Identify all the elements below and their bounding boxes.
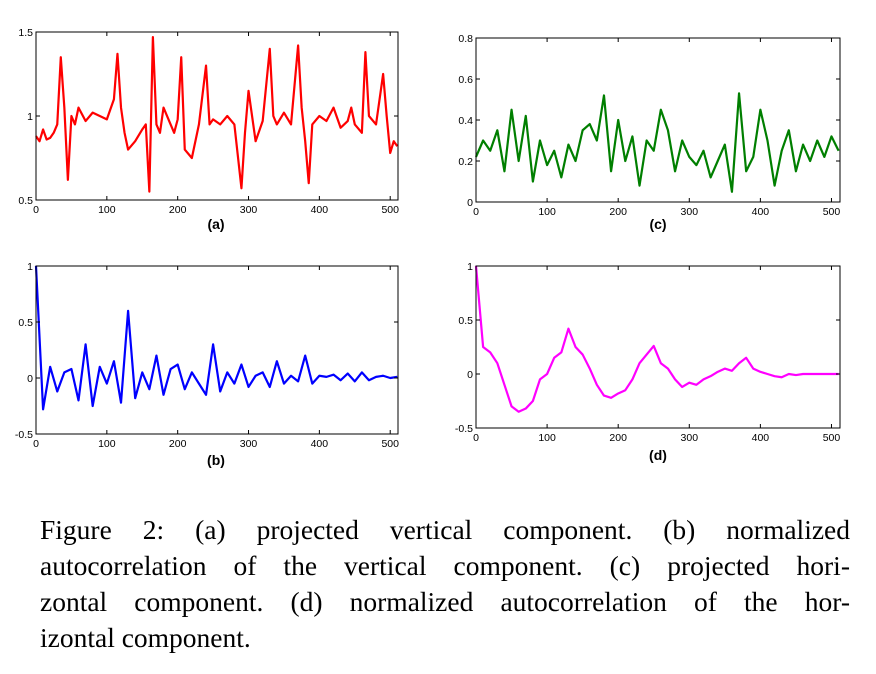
caption-line: Figure 2: (a) projected vertical compone… <box>40 514 850 545</box>
x-tick-label: 0 <box>473 206 479 218</box>
x-tick-label: 300 <box>681 206 699 218</box>
axes-box <box>475 265 841 429</box>
x-tick-label: 100 <box>538 206 556 218</box>
x-tick-label: 400 <box>752 206 770 218</box>
x-tick-label: 200 <box>609 206 627 218</box>
data-line <box>35 35 399 193</box>
data-line <box>474 92 840 193</box>
x-tick-label: 400 <box>752 432 770 444</box>
axes-box <box>35 265 399 435</box>
y-tick-label: 1 <box>27 261 33 273</box>
y-tick-label: -0.5 <box>15 429 33 441</box>
y-tick-label: 0.5 <box>18 317 33 329</box>
y-tick-label: 0.8 <box>458 33 473 45</box>
x-tick-label: 0 <box>473 432 479 444</box>
caption-line: izontal component. <box>40 622 251 653</box>
x-tick-label: 500 <box>381 438 399 450</box>
y-tick-label: 0.2 <box>458 156 473 168</box>
y-tick-label: 0.4 <box>458 115 473 127</box>
y-tick-label: 1.5 <box>18 27 33 39</box>
panel-label: (c) <box>649 216 666 232</box>
panel-label: (d) <box>649 447 667 463</box>
data-line <box>474 265 839 413</box>
panel-label: (b) <box>207 452 225 468</box>
x-tick-label: 300 <box>681 432 699 444</box>
x-tick-label: 500 <box>381 204 399 216</box>
x-tick-label: 500 <box>823 206 841 218</box>
caption-line: autocorrelation of the vertical componen… <box>40 550 850 581</box>
x-tick-label: 400 <box>311 204 329 216</box>
x-tick-label: 200 <box>169 438 187 450</box>
x-tick-label: 100 <box>98 204 116 216</box>
caption: Figure 2: (a) projected vertical compone… <box>40 512 850 656</box>
y-tick-label: 0 <box>27 373 33 385</box>
y-tick-label: 0.6 <box>458 74 473 86</box>
x-tick-label: 0 <box>33 204 39 216</box>
y-tick-label: 1 <box>467 261 473 273</box>
x-tick-label: 100 <box>98 438 116 450</box>
x-tick-label: 400 <box>311 438 329 450</box>
y-tick-label: 0.5 <box>18 195 33 207</box>
caption-line: zontal component. (d) normalized autocor… <box>40 586 850 617</box>
y-tick-label: 1 <box>27 111 33 123</box>
y-tick-label: 0 <box>467 197 473 209</box>
data-line <box>34 265 398 411</box>
y-tick-label: 0.5 <box>458 315 473 327</box>
y-tick-label: -0.5 <box>455 423 473 435</box>
x-tick-label: 500 <box>823 432 841 444</box>
x-tick-label: 100 <box>538 432 556 444</box>
x-tick-label: 200 <box>169 204 187 216</box>
x-tick-label: 300 <box>240 204 258 216</box>
panel-label: (a) <box>207 216 224 232</box>
x-tick-label: 300 <box>240 438 258 450</box>
y-tick-label: 0 <box>467 369 473 381</box>
x-tick-label: 200 <box>609 432 627 444</box>
x-tick-label: 0 <box>33 438 39 450</box>
